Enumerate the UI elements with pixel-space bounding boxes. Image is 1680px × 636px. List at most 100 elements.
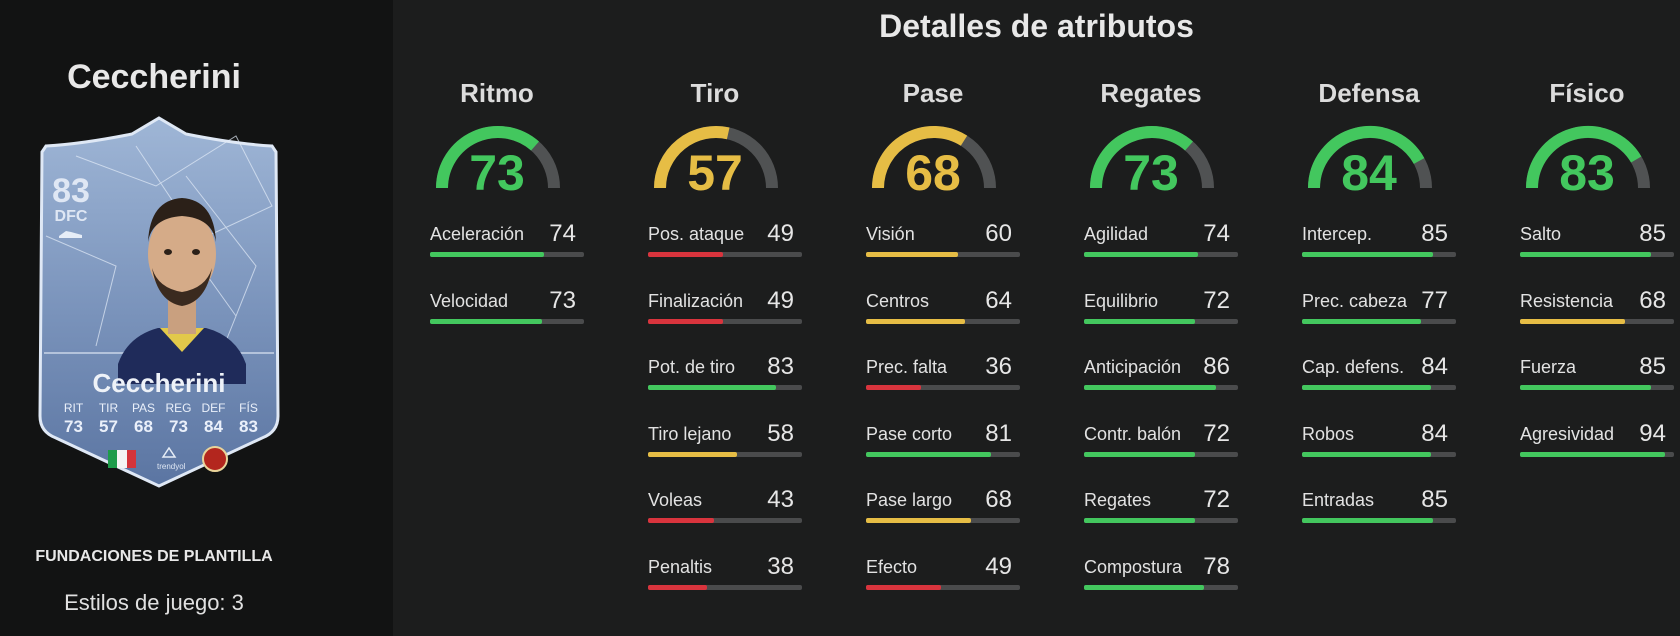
category-gauge — [1526, 126, 1650, 189]
attribute-bar-fill — [1520, 318, 1625, 324]
attribute-bar — [1520, 252, 1674, 257]
category-title: Ritmo — [460, 78, 534, 108]
category-value: 57 — [687, 145, 743, 201]
attribute-value: 83 — [767, 353, 794, 380]
attribute-bar-fill — [1302, 385, 1432, 390]
attribute-name: Finalización — [648, 290, 744, 311]
attribute-bar-fill — [1084, 518, 1195, 523]
attribute-name: Resistencia — [1520, 290, 1614, 311]
category-value: 73 — [469, 145, 525, 201]
attribute-value: 85 — [1639, 220, 1666, 247]
attribute-bar — [866, 584, 1020, 590]
attribute-row[interactable]: Regates 72 — [1084, 486, 1238, 540]
attribute-bar-fill — [1084, 451, 1195, 457]
attribute-row[interactable]: Entradas 85 — [1302, 486, 1456, 540]
attribute-row[interactable]: Compostura 78 — [1084, 553, 1238, 607]
card-stat: TIR 57 — [98, 401, 119, 436]
attribute-name: Regates — [1084, 490, 1152, 510]
attribute-row[interactable]: Aceleración 74 — [430, 220, 584, 274]
attribute-row[interactable]: Robos 84 — [1302, 420, 1456, 474]
attribute-value: 38 — [767, 552, 794, 580]
attribute-row[interactable]: Visión 60 — [866, 220, 1020, 274]
attribute-bar — [866, 252, 1020, 257]
card-stat: FÍS 83 — [239, 401, 258, 436]
boot-icon — [58, 228, 84, 242]
attribute-row[interactable]: Agilidad 74 — [1084, 220, 1238, 274]
attribute-value: 68 — [1639, 286, 1666, 314]
player-card[interactable]: 83 DFC Ceccherini RIT 73 TIR 57 PAS 68 REG 7… — [36, 116, 282, 488]
card-stat: REG 73 — [165, 401, 192, 436]
attribute-bar-fill — [1084, 584, 1205, 590]
attribute-name: Agilidad — [1084, 224, 1149, 244]
attribute-name: Intercep. — [1302, 224, 1373, 244]
attribute-bar-fill — [866, 451, 991, 457]
attribute-row[interactable]: Finalización 49 — [648, 287, 802, 341]
attribute-row[interactable]: Pos. ataque 49 — [648, 220, 802, 274]
attribute-row[interactable]: Anticipación 86 — [1084, 353, 1238, 407]
attribute-value: 84 — [1421, 419, 1448, 447]
gauge-fill — [1308, 126, 1425, 189]
attribute-row[interactable]: Equilibrio 72 — [1084, 287, 1238, 341]
attribute-name: Prec. cabeza — [1302, 290, 1408, 311]
attribute-bar — [1084, 518, 1238, 523]
attribute-name: Pase corto — [866, 423, 953, 444]
category-gauge — [872, 126, 996, 189]
category-title: Regates — [1100, 78, 1202, 108]
attribute-value: 85 — [1421, 220, 1448, 247]
attribute-row[interactable]: Velocidad 73 — [430, 287, 584, 341]
category-value: 84 — [1341, 145, 1397, 201]
attribute-bar — [1084, 584, 1238, 590]
attribute-row[interactable]: Intercep. 85 — [1302, 220, 1456, 274]
attribute-row[interactable]: Fuerza 85 — [1520, 353, 1674, 407]
squad-label: FUNDACIONES DE PLANTILLA — [35, 548, 273, 565]
attribute-bar-fill — [1302, 252, 1433, 257]
attribute-row[interactable]: Tiro lejano 58 — [648, 420, 802, 474]
attribute-row[interactable]: Cap. defens. 84 — [1302, 353, 1456, 407]
attribute-bar — [866, 518, 1020, 523]
attribute-row[interactable]: Agresividad 94 — [1520, 420, 1674, 474]
attribute-name: Visión — [866, 224, 915, 244]
attribute-row[interactable]: Salto 85 — [1520, 220, 1674, 274]
attribute-bar — [1302, 451, 1456, 457]
attribute-bar — [1084, 252, 1238, 257]
attribute-row[interactable]: Penaltis 38 — [648, 553, 802, 607]
attribute-bar-fill — [866, 518, 971, 523]
attribute-value: 84 — [1421, 353, 1448, 380]
category-gauge — [654, 126, 778, 189]
attribute-name: Salto — [1520, 224, 1562, 244]
category-gauge — [1090, 126, 1214, 189]
attribute-name: Entradas — [1302, 490, 1375, 510]
attribute-row[interactable]: Pot. de tiro 83 — [648, 353, 802, 407]
player-photo — [118, 176, 246, 384]
category-gauge — [436, 126, 560, 189]
attribute-name: Penaltis — [648, 556, 713, 577]
category-title: Pase — [902, 78, 964, 108]
attribute-bar — [648, 252, 802, 257]
attribute-name: Pos. ataque — [648, 224, 745, 244]
attribute-bar — [1302, 318, 1456, 324]
attribute-name: Centros — [866, 290, 930, 311]
attribute-row[interactable]: Contr. balón 72 — [1084, 420, 1238, 474]
category-column-tiro: Tiro 57 Pos. ataque 49 Finalización 49 Pot. de… — [630, 0, 802, 636]
attribute-value: 68 — [985, 486, 1012, 513]
attribute-row[interactable]: Efecto 49 — [866, 553, 1020, 607]
attribute-bar — [1302, 252, 1456, 257]
attribute-row[interactable]: Pase corto 81 — [866, 420, 1020, 474]
attribute-row[interactable]: Resistencia 68 — [1520, 287, 1674, 341]
attribute-row[interactable]: Centros 64 — [866, 287, 1020, 341]
attribute-row[interactable]: Pase largo 68 — [866, 486, 1020, 540]
attribute-name: Contr. balón — [1084, 423, 1182, 444]
category-value: 68 — [905, 145, 961, 201]
category-value: 73 — [1123, 145, 1179, 201]
attribute-value: 86 — [1203, 353, 1230, 380]
attribute-row[interactable]: Prec. falta 36 — [866, 353, 1020, 407]
category-title: Tiro — [690, 78, 740, 108]
category-title: Defensa — [1318, 78, 1420, 108]
attribute-bar-fill — [1302, 518, 1433, 523]
category-column-físico: Físico 83 Salto 85 Resistencia 68 Fuerza 85 Agre… — [1502, 0, 1674, 636]
category-value: 83 — [1559, 145, 1615, 201]
card-name: Ceccherini — [92, 368, 226, 398]
attribute-row[interactable]: Prec. cabeza 77 — [1302, 287, 1456, 341]
attribute-row[interactable]: Voleas 43 — [648, 486, 802, 540]
playstyles-count[interactable]: Estilos de juego: 3 — [64, 590, 244, 615]
